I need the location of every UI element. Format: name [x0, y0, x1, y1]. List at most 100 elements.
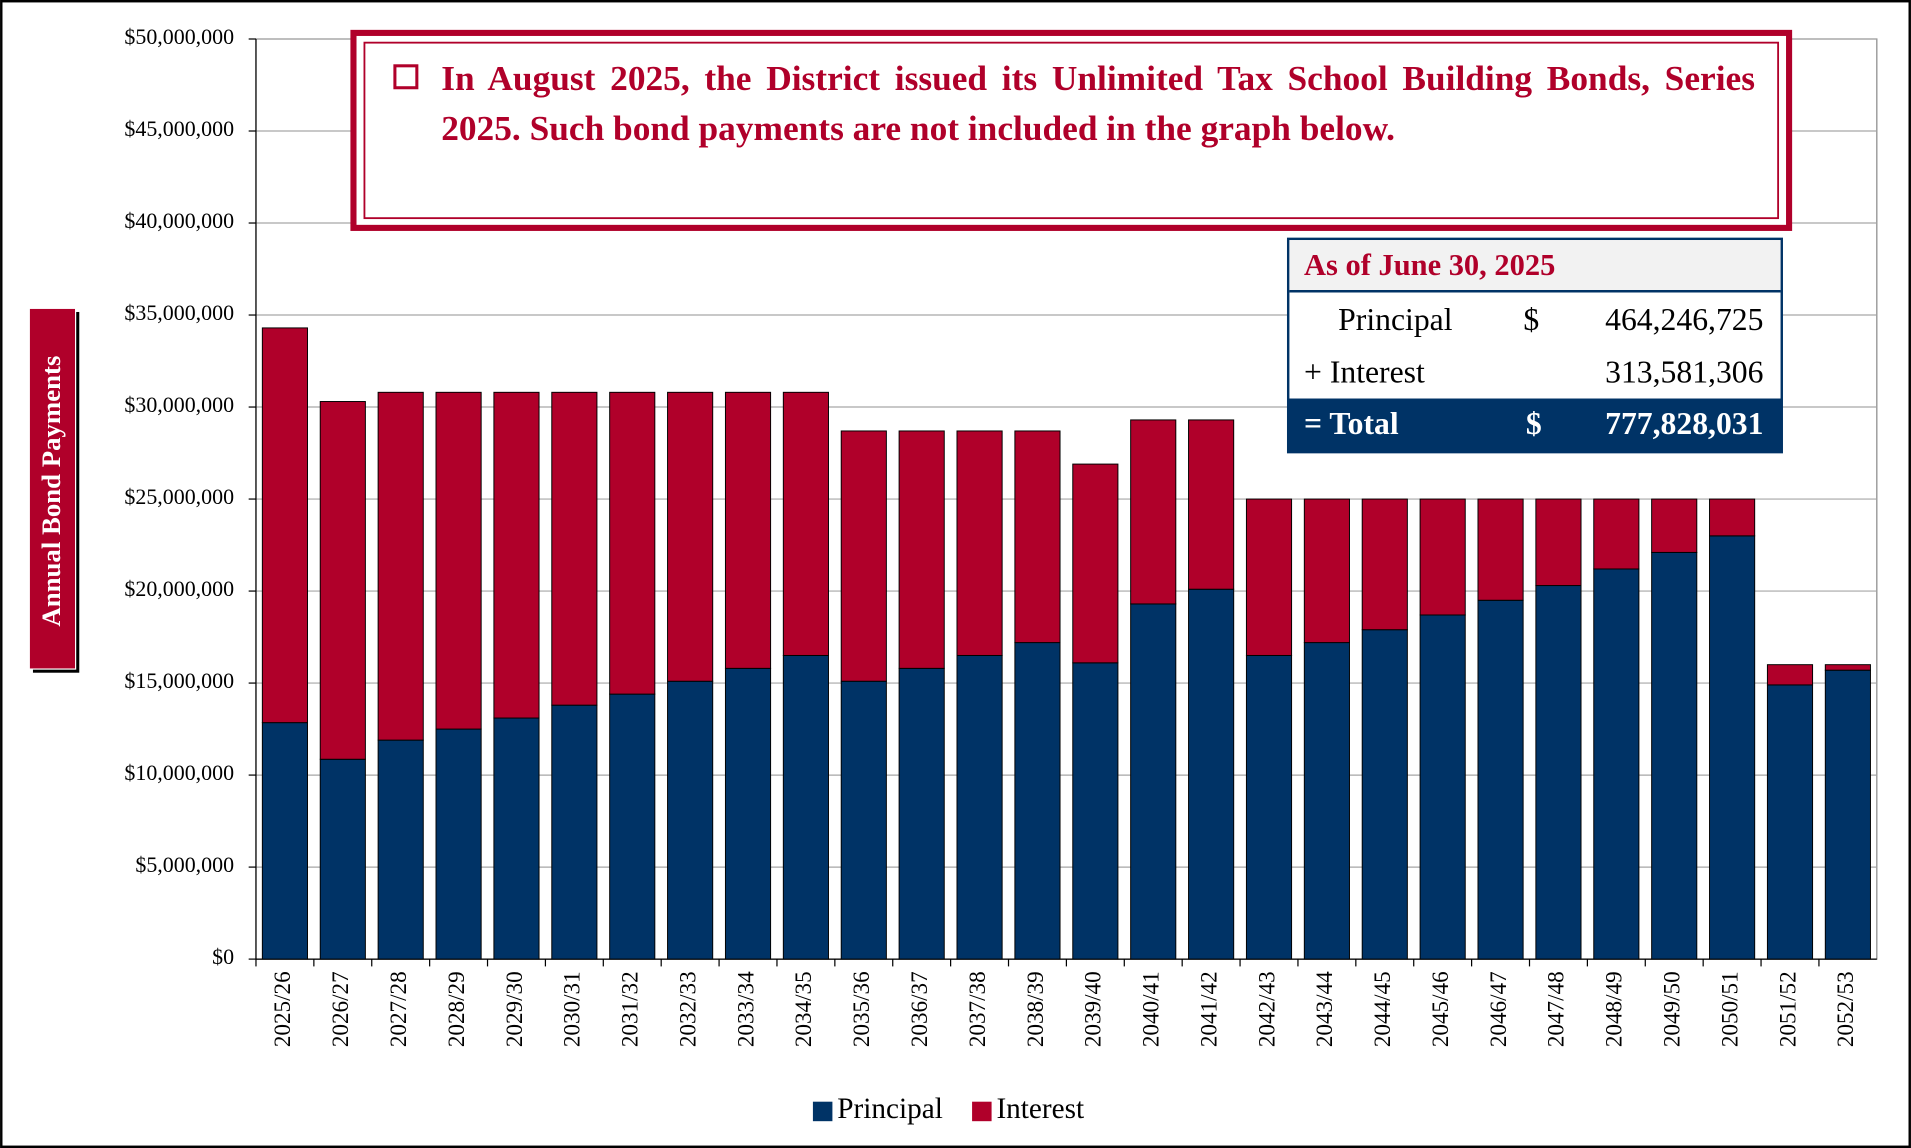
bar-segment	[667, 391, 714, 682]
x-tick-label: 2038/39	[1023, 971, 1049, 1047]
annotation-box	[350, 29, 1793, 231]
x-tick-label: 2051/52	[1775, 971, 1801, 1047]
x-tick-label: 2034/35	[791, 971, 817, 1047]
y-tick-label: $0	[212, 944, 234, 969]
bar-segment	[493, 717, 540, 960]
bar-segment	[1419, 614, 1466, 960]
bar-segment	[1419, 498, 1466, 616]
bar-segment	[840, 680, 887, 960]
x-tick-label: 2036/37	[907, 971, 933, 1047]
summary-table: As of June 30, 2025 Principal $ 464,246,…	[1286, 237, 1783, 454]
x-tick-label: 2025/26	[270, 971, 296, 1047]
bar-segment	[377, 391, 424, 741]
bar-segment	[1188, 419, 1235, 590]
legend-swatch	[972, 1101, 992, 1122]
x-tick-label: 2037/38	[965, 971, 991, 1047]
bar-segment	[1130, 419, 1177, 605]
bar-segment	[1245, 498, 1293, 656]
table-currency: $	[1526, 406, 1542, 441]
annotation: In August 2025, the District issued its …	[441, 59, 1755, 149]
table-title: As of June 30, 2025	[1304, 248, 1555, 282]
bar-segment	[1824, 669, 1871, 960]
y-tick-label: $50,000,000	[124, 24, 234, 49]
bar-segment	[1245, 654, 1293, 960]
bar-segment	[261, 327, 308, 724]
x-tick-label: 2046/47	[1486, 971, 1512, 1047]
bar-segment	[956, 654, 1003, 960]
bar-segment	[1593, 568, 1640, 960]
x-tick-label: 2045/46	[1428, 971, 1454, 1047]
annotation-inner	[363, 41, 1780, 220]
x-tick-label: 2028/29	[444, 971, 470, 1047]
bar-segment	[1072, 662, 1119, 960]
bar-segment	[1593, 498, 1640, 570]
table-label: + Interest	[1304, 355, 1425, 390]
x-tick-label: 2047/48	[1544, 971, 1570, 1047]
x-tick-label: 2031/32	[618, 971, 644, 1047]
bar-segment	[1188, 588, 1235, 960]
y-tick-label: $20,000,000	[124, 576, 234, 601]
bar-segment	[1361, 498, 1408, 631]
x-tick-label: 2052/53	[1833, 971, 1859, 1047]
bar-segment	[898, 430, 945, 669]
x-tick-label: 2039/40	[1081, 971, 1107, 1047]
table-amount: 777,828,031	[1605, 406, 1763, 441]
bar-segment	[898, 667, 945, 960]
table-amount: 464,246,725	[1605, 302, 1763, 337]
bar-segment	[1651, 498, 1698, 553]
legend-label: Interest	[996, 1093, 1084, 1125]
bar-segment	[1014, 642, 1061, 960]
bar-segment	[1709, 535, 1756, 960]
x-tick-label: 2043/44	[1312, 971, 1338, 1047]
x-tick-label: 2044/45	[1370, 971, 1396, 1047]
bar-segment	[1766, 684, 1814, 960]
x-tick-label: 2032/33	[675, 971, 701, 1047]
bar-segment	[1477, 498, 1524, 601]
x-tick-label: 2050/51	[1717, 971, 1743, 1047]
y-axis-label: Annual Bond Payments	[36, 356, 66, 627]
bar-segment	[1709, 498, 1756, 537]
x-tick-label: 2027/28	[386, 971, 412, 1047]
bar-segment	[724, 391, 772, 669]
x-tick-label: 2042/43	[1254, 971, 1280, 1047]
x-tick-label: 2033/34	[733, 971, 759, 1047]
bar-segment	[1824, 664, 1871, 671]
legend-label: Principal	[837, 1093, 943, 1125]
x-tick-label: 2049/50	[1660, 971, 1686, 1047]
y-tick-label: $35,000,000	[124, 300, 234, 325]
x-tick-label: 2040/41	[1139, 971, 1165, 1047]
y-tick-label: $25,000,000	[124, 484, 234, 509]
y-tick-label: $5,000,000	[135, 852, 234, 877]
bar-segment	[782, 654, 829, 960]
y-tick-label: $40,000,000	[124, 208, 234, 233]
y-tick-label: $45,000,000	[124, 116, 234, 141]
bar-segment	[1014, 430, 1061, 644]
bar-segment	[377, 739, 424, 960]
bar-segment	[1361, 629, 1408, 960]
bar-segment	[667, 680, 714, 960]
bar-segment	[1535, 498, 1582, 587]
bar-segment	[1766, 664, 1814, 686]
bar-segment	[319, 758, 366, 960]
bar-segment	[1477, 599, 1524, 960]
y-tick-label: $30,000,000	[124, 392, 234, 417]
bar-segment	[493, 391, 540, 719]
legend-swatch	[812, 1101, 833, 1122]
bar-segment	[1303, 498, 1350, 644]
bar-segment	[840, 430, 887, 682]
x-tick-label: 2035/36	[849, 971, 875, 1047]
annotation-text: In August 2025, the District issued its …	[441, 59, 1755, 149]
bar-segment	[1535, 585, 1582, 960]
table-currency: $	[1523, 302, 1539, 337]
table-label: Principal	[1338, 302, 1453, 337]
bar-segment	[956, 430, 1003, 656]
bar-segment	[551, 704, 598, 960]
bar-segment	[435, 728, 482, 960]
bar-segment	[724, 667, 772, 960]
bar-segment	[1303, 642, 1350, 960]
x-tick-label: 2030/31	[560, 971, 586, 1047]
bar-segment	[1130, 603, 1177, 960]
table-amount: 313,581,306	[1605, 355, 1763, 390]
